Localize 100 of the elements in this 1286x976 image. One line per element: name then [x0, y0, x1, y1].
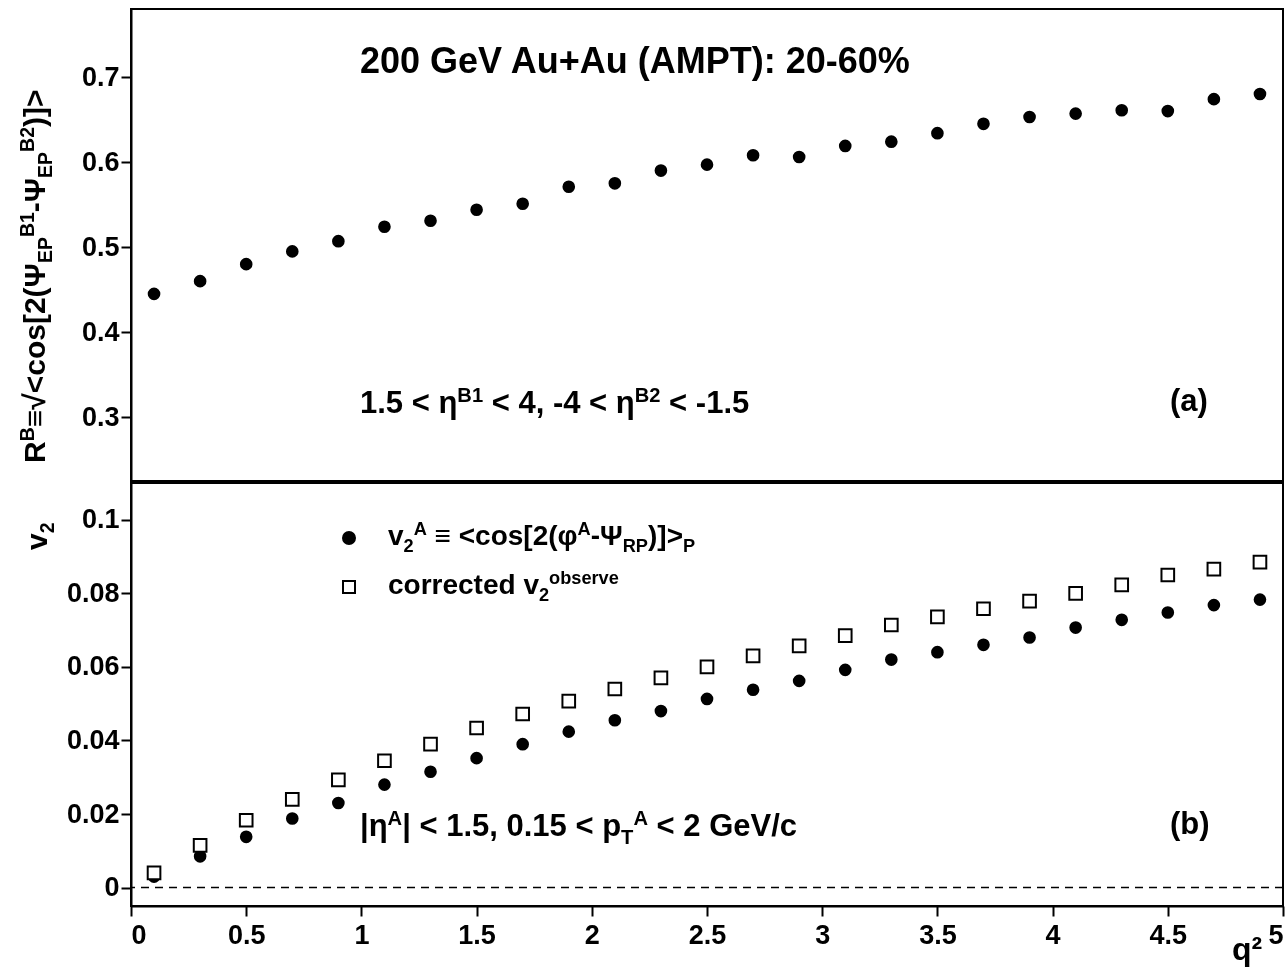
- point: [654, 164, 668, 177]
- point: [885, 135, 898, 148]
- point: [653, 670, 669, 686]
- text: 200 GeV Au+Au (AMPT): 20-60%: [360, 40, 910, 81]
- point: [424, 765, 437, 779]
- point: [977, 117, 990, 131]
- y-tick-label: 0.3: [81, 401, 120, 432]
- y-tick-label: 0.7: [81, 61, 120, 92]
- point: [561, 693, 577, 709]
- point: [1068, 586, 1083, 601]
- point: [285, 812, 299, 825]
- point: [608, 713, 622, 727]
- point: [884, 617, 899, 633]
- point: [1206, 561, 1222, 577]
- point: [239, 830, 253, 844]
- point: [470, 751, 483, 765]
- point: [930, 609, 945, 625]
- point: [885, 653, 898, 666]
- point: [469, 720, 484, 736]
- point: [147, 287, 161, 301]
- point: [1115, 103, 1129, 117]
- point: [746, 148, 760, 162]
- annotation: |η$^{A}$| < 1.5, 0.15 < p$_{T}$$^{A}$ < 2 GeV/c: [360, 807, 798, 848]
- point: [1207, 92, 1221, 106]
- point: [837, 628, 853, 643]
- point: [1253, 87, 1267, 101]
- y-tick-label: 0.6: [81, 146, 120, 177]
- point: [792, 150, 806, 164]
- point: [377, 753, 392, 769]
- point: [424, 214, 437, 228]
- point: [470, 203, 483, 217]
- point: [378, 220, 391, 234]
- point: [1252, 554, 1268, 570]
- point: [562, 725, 576, 738]
- point: [746, 683, 760, 697]
- point: [700, 158, 714, 171]
- point: [838, 663, 852, 677]
- y-tick-label: 0: [104, 872, 120, 903]
- point: [608, 177, 622, 190]
- point: [1160, 567, 1176, 583]
- point: [331, 772, 346, 788]
- y-tick-label: 0.04: [66, 724, 120, 755]
- x-tick-label: 5: [1268, 919, 1284, 950]
- point: [976, 601, 991, 617]
- point: [745, 648, 761, 664]
- point: [285, 245, 299, 258]
- point: [1161, 606, 1175, 619]
- point: [1161, 104, 1175, 118]
- x-axis-title: q²: [1232, 931, 1263, 967]
- text: v$_{2}$$^{A}$ ≡ <cos[2(φ$^{A}$-Ψ$_{RP}$)]>$_{P}$: [388, 519, 696, 556]
- point: [699, 659, 715, 675]
- x-tick-label: 4.5: [1149, 919, 1188, 950]
- point: [284, 792, 300, 807]
- point: [1253, 593, 1267, 606]
- point: [931, 126, 944, 140]
- y-tick-label: 0.08: [66, 577, 120, 608]
- x-tick-label: 3: [815, 919, 831, 950]
- point: [791, 638, 807, 654]
- point: [146, 865, 162, 881]
- x-tick-label: 2.5: [688, 919, 727, 950]
- y-tick-label: 0.1: [81, 504, 120, 535]
- point: [931, 645, 944, 659]
- x-tick-label: 1: [354, 919, 370, 950]
- point: [1115, 613, 1129, 627]
- point: [332, 796, 345, 810]
- point: [378, 778, 391, 791]
- x-tick-label: 0.5: [227, 919, 266, 950]
- point: [1023, 110, 1036, 124]
- point: [332, 234, 345, 248]
- x-tick-label: 2: [584, 919, 600, 950]
- x-tick-label: 0: [131, 919, 147, 950]
- x-tick-label: 3.5: [919, 919, 957, 950]
- point: [700, 692, 714, 706]
- point: [1114, 577, 1130, 593]
- annotation: 1.5 < η$^{B1}$ < 4, -4 < η$^{B2}$ < -1.5: [360, 384, 750, 421]
- point: [516, 197, 529, 211]
- point: [1207, 598, 1221, 612]
- x-tick-label: 1.5: [458, 919, 496, 950]
- point: [562, 180, 576, 194]
- y-tick-label: 0.5: [81, 231, 120, 262]
- point: [607, 681, 623, 697]
- annotation: (a): [1170, 383, 1208, 418]
- point: [515, 706, 530, 722]
- point: [1069, 621, 1082, 634]
- point: [1023, 631, 1036, 644]
- annotation: (b): [1170, 806, 1210, 841]
- y-tick-label: 0.02: [66, 798, 120, 829]
- point: [239, 257, 253, 271]
- x-tick-label: 4: [1045, 919, 1061, 950]
- point: [1022, 593, 1037, 609]
- point: [1069, 107, 1082, 120]
- point: [838, 139, 852, 153]
- point: [238, 812, 254, 828]
- point: [516, 737, 529, 751]
- point: [792, 674, 806, 688]
- y-tick-label: 0.4: [81, 316, 120, 347]
- point: [654, 704, 668, 718]
- point: [193, 274, 207, 288]
- point: [977, 638, 990, 652]
- y-tick-label: 0.06: [66, 651, 120, 682]
